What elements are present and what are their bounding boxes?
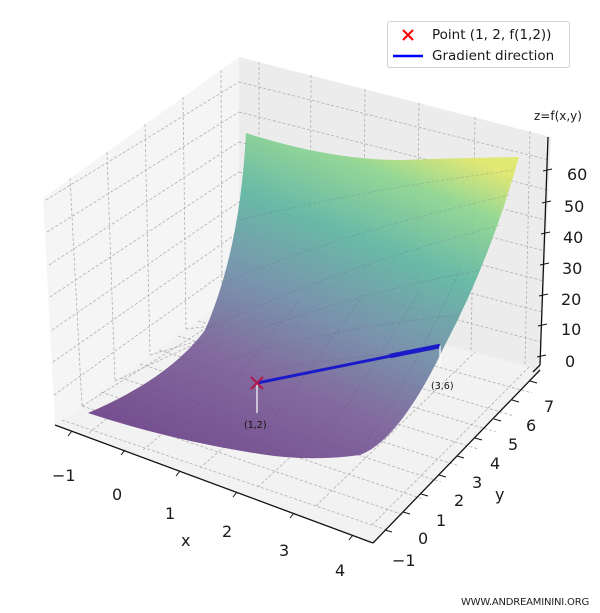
legend: Point (1, 2, f(1,2)) Gradient direction <box>387 21 570 68</box>
svg-text:2: 2 <box>454 491 464 510</box>
svg-text:4: 4 <box>490 454 500 473</box>
z-tick-labels: 0 10 20 30 40 50 60 z=f(x,y) <box>534 109 587 371</box>
svg-text:10: 10 <box>561 320 581 339</box>
svg-text:3: 3 <box>472 473 482 492</box>
red-x-marker-icon <box>388 29 428 41</box>
z-axis-label: z=f(x,y) <box>534 109 582 123</box>
left-pane <box>43 57 239 425</box>
svg-text:0: 0 <box>565 352 575 371</box>
svg-text:1: 1 <box>436 511 446 530</box>
y-tick-labels: −1 0 1 2 3 4 5 6 7 y <box>392 397 554 570</box>
svg-text:3: 3 <box>279 541 289 560</box>
blue-line-icon <box>388 53 428 59</box>
watermark: WWW.ANDREAMININI.ORG <box>460 597 589 608</box>
svg-text:1: 1 <box>165 504 175 523</box>
surface <box>88 133 519 459</box>
svg-text:0: 0 <box>418 529 428 548</box>
svg-text:40: 40 <box>563 228 583 247</box>
svg-text:30: 30 <box>562 259 582 278</box>
svg-text:−1: −1 <box>52 466 76 485</box>
legend-item-gradient: Gradient direction <box>388 46 554 66</box>
y-ticks <box>384 380 538 533</box>
point-marker: (1,2) <box>244 376 267 431</box>
point-label: (1,2) <box>244 420 267 431</box>
z-ticks <box>536 168 553 358</box>
legend-label-gradient: Gradient direction <box>432 48 555 64</box>
svg-text:7: 7 <box>544 397 554 416</box>
y-axis-label: y <box>495 485 504 504</box>
surface-patch <box>88 133 519 459</box>
svg-text:−1: −1 <box>392 551 416 570</box>
x-ticks <box>67 430 354 541</box>
legend-item-point: Point (1, 2, f(1,2)) <box>388 25 551 45</box>
svg-text:6: 6 <box>526 416 536 435</box>
svg-text:20: 20 <box>561 290 581 309</box>
svg-text:0: 0 <box>112 485 122 504</box>
gradient-vector: (3,6) <box>256 343 454 392</box>
axis-lines <box>54 136 549 544</box>
legend-label-point: Point (1, 2, f(1,2)) <box>432 27 552 43</box>
svg-text:60: 60 <box>567 165 587 184</box>
svg-text:50: 50 <box>564 197 584 216</box>
svg-text:5: 5 <box>508 435 518 454</box>
svg-text:4: 4 <box>335 561 345 580</box>
x-axis-label: x <box>181 531 190 550</box>
x-tick-labels: −1 0 1 2 3 4 x <box>52 466 345 580</box>
gradient-end-label: (3,6) <box>431 381 454 392</box>
svg-text:2: 2 <box>222 522 232 541</box>
